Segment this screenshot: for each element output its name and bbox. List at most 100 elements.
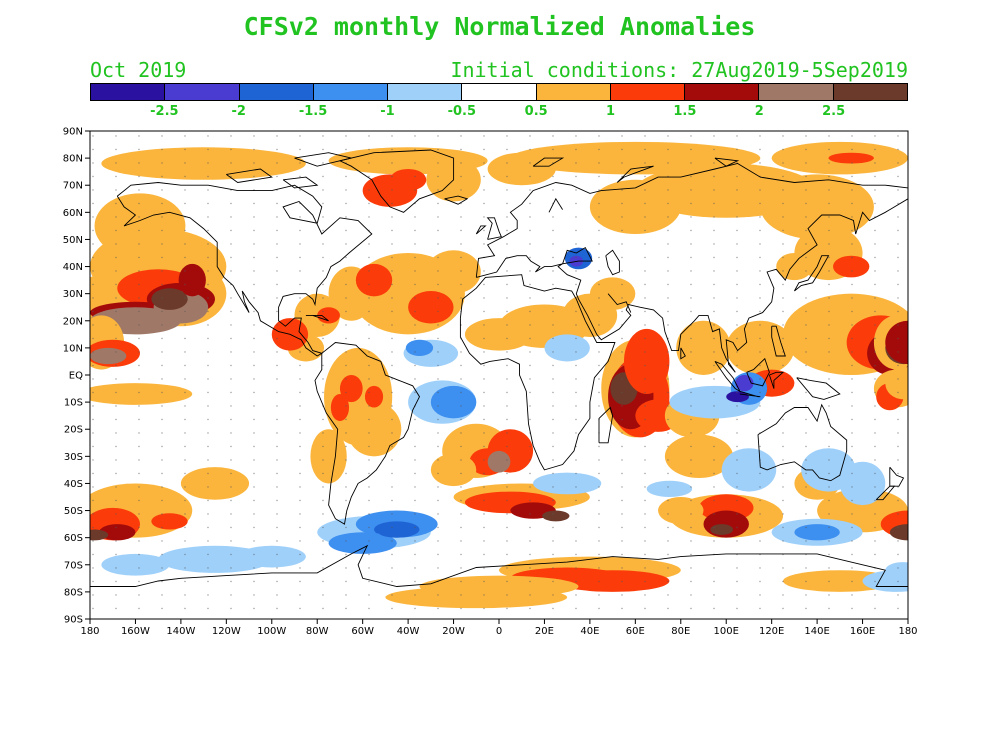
coastline — [598, 406, 614, 444]
latitude-axis: 90N 80N 70N 60N 50N 40N 30N 20N 10N EQ 10S 20S 30S 40… — [63, 127, 90, 626]
coastline — [889, 466, 905, 487]
coastline — [548, 197, 563, 213]
lat-label: 20S — [64, 425, 83, 436]
lat-label: 60S — [64, 533, 83, 544]
colorbar-labels: -2.5 -2 -1.5 -1 -0.5 0.5 1 1.5 2 2.5 — [90, 104, 908, 120]
lon-label: 160E — [850, 626, 875, 637]
coastline — [486, 217, 502, 240]
colorbar-label: -1 — [380, 104, 395, 119]
lat-label: 80S — [64, 587, 83, 598]
lat-label: 60N — [63, 208, 83, 219]
longitude-axis: 180 160W 140W 120W 100W 80W 60W 40W 20W 0 20E 40E 60… — [80, 619, 918, 637]
colorbar-label: -0.5 — [447, 104, 477, 119]
colorbar-swatch — [536, 84, 611, 100]
coastlines — [90, 149, 908, 587]
lat-label: 40S — [64, 479, 83, 490]
lon-label: 40W — [397, 626, 420, 637]
grid-dots — [90, 131, 908, 619]
coastline — [532, 157, 565, 167]
coastline — [475, 163, 908, 373]
colorbar-label: 2.5 — [822, 104, 846, 119]
colorbar — [90, 83, 908, 101]
coastline — [459, 274, 616, 471]
colorbar-swatch — [388, 84, 463, 100]
colorbar-swatch — [759, 84, 834, 100]
colorbar-swatch — [239, 84, 314, 100]
coastline — [444, 195, 469, 205]
colorbar-label: 1 — [606, 104, 616, 119]
coastline — [746, 357, 770, 387]
lon-label: 20E — [535, 626, 554, 637]
lon-label: 120W — [212, 626, 241, 637]
lat-label: EQ — [69, 371, 83, 382]
coastline — [739, 390, 761, 398]
lon-label: 100E — [714, 626, 739, 637]
lon-label: 140E — [804, 626, 829, 637]
lon-label: 180 — [80, 626, 99, 637]
lat-label: 10S — [64, 398, 83, 409]
lon-label: 80E — [671, 626, 690, 637]
colorbar-swatch — [165, 84, 240, 100]
lat-label: 50N — [63, 235, 83, 246]
coastline — [90, 544, 908, 587]
colorbar-swatch — [91, 84, 166, 100]
coastline — [757, 403, 848, 482]
coastline — [680, 347, 686, 360]
coastline — [338, 149, 455, 213]
coastline — [616, 165, 654, 183]
lat-label: 80N — [63, 154, 83, 165]
coastline — [305, 314, 329, 322]
lat-label: 40N — [63, 262, 83, 273]
coastline — [794, 255, 830, 292]
lat-label: 50S — [64, 506, 83, 517]
colorbar-swatch — [833, 84, 907, 100]
colorbar-swatch — [685, 84, 760, 100]
coastline — [294, 152, 352, 167]
coastline — [314, 342, 421, 525]
lat-label: 90S — [64, 615, 83, 626]
coastline — [796, 377, 841, 400]
coastline — [282, 176, 319, 189]
lon-label: 100W — [257, 626, 286, 637]
lon-label: 160W — [121, 626, 150, 637]
colorbar-label: 1.5 — [673, 104, 697, 119]
lat-label: 90N — [63, 127, 83, 138]
coastline — [771, 325, 786, 357]
lon-label: 140W — [166, 626, 195, 637]
lon-label: 0 — [496, 626, 502, 637]
lat-label: 30N — [63, 289, 83, 300]
colorbar-label: -2.5 — [150, 104, 179, 119]
lon-label: 180 — [898, 626, 917, 637]
colorbar-swatch — [610, 84, 686, 100]
lat-label: 20N — [63, 316, 83, 327]
colorbar-swatch — [462, 84, 537, 100]
coastline — [714, 157, 740, 167]
lon-label: 60E — [626, 626, 645, 637]
initial-conditions: Initial conditions: 27Aug2019-5Sep2019 — [450, 58, 908, 82]
lon-label: 80W — [306, 626, 329, 637]
coastline — [226, 168, 273, 183]
map-title: CFSv2 monthly Normalized Anomalies — [243, 12, 756, 41]
coastline — [475, 225, 487, 235]
coastline — [607, 293, 632, 313]
coastline — [562, 246, 593, 265]
lon-label: 20W — [442, 626, 465, 637]
colorbar-label: 0.5 — [524, 104, 548, 119]
forecast-month: Oct 2019 — [90, 58, 187, 82]
colorbar-label: -2 — [231, 104, 246, 119]
lat-label: 70N — [63, 181, 83, 192]
lat-label: 10N — [63, 343, 83, 354]
lon-label: 120E — [759, 626, 784, 637]
lat-label: 30S — [64, 452, 83, 463]
colorbar-label: 2 — [754, 104, 764, 119]
coastline — [116, 182, 373, 357]
colorbar-label: -1.5 — [298, 104, 328, 119]
lon-label: 40E — [580, 626, 599, 637]
coastline — [768, 371, 785, 389]
lon-label: 60W — [351, 626, 374, 637]
coastline — [875, 485, 896, 501]
coastline — [605, 249, 620, 276]
colorbar-swatch — [313, 84, 389, 100]
lat-label: 70S — [64, 560, 83, 571]
